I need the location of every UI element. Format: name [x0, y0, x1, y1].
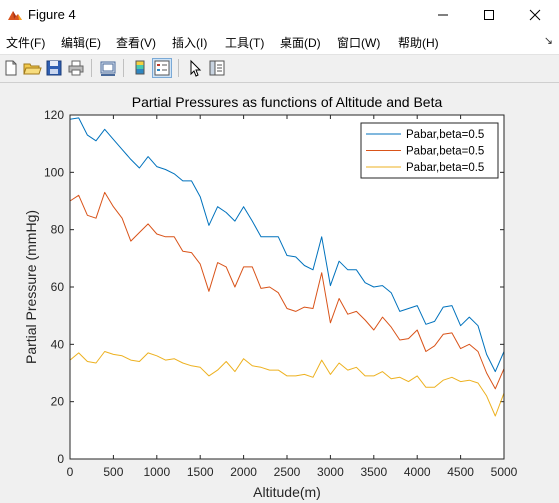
maximize-icon	[484, 10, 494, 20]
axes-box	[69, 114, 505, 460]
x-tick-label: 3000	[317, 465, 344, 479]
edit-plot-button[interactable]	[185, 58, 205, 78]
insert-legend-button[interactable]	[152, 58, 172, 78]
colorbar-icon	[135, 60, 145, 75]
x-tick-label: 1000	[143, 465, 170, 479]
menu-view[interactable]: 查看(V)	[116, 36, 156, 50]
figure-canvas: 0 500 1000 1500 2000 2500 3000 3500 4000 4500 5000…	[0, 83, 559, 503]
minimize-icon	[438, 14, 448, 16]
new-figure-icon	[5, 60, 17, 76]
print-preview-icon	[100, 61, 116, 76]
save-disk-icon	[46, 60, 62, 76]
matlab-figure-icon	[7, 7, 23, 23]
legend[interactable]: Pabar,beta=0.5 Pabar,beta=0.5 Pabar,beta=0…	[360, 122, 499, 179]
legend-entry-label: Pabar,beta=0.5	[406, 162, 484, 174]
open-file-button[interactable]	[22, 58, 42, 78]
print-button[interactable]	[66, 58, 86, 78]
series-line-3	[69, 351, 505, 417]
series-line-1	[69, 117, 505, 373]
x-tick-label: 3500	[360, 465, 387, 479]
chart-title: Partial Pressures as functions of Altitu…	[132, 94, 443, 110]
toolbar-separator	[123, 59, 124, 77]
y-tick-label: 80	[51, 223, 65, 237]
toolbar-separator	[91, 59, 92, 77]
property-inspector-icon	[209, 60, 225, 76]
y-tick-label: 40	[51, 337, 65, 351]
maximize-button[interactable]	[466, 0, 512, 30]
x-tick-label: 4000	[404, 465, 431, 479]
y-tick-label: 0	[57, 452, 64, 466]
legend-entry-label: Pabar,beta=0.5	[406, 146, 484, 158]
toolbar-separator	[178, 59, 179, 77]
window-title: Figure 4	[28, 7, 76, 22]
printer-icon	[68, 60, 84, 76]
x-tick-label: 4500	[447, 465, 474, 479]
x-tick-label: 500	[103, 465, 123, 479]
menu-bar: 文件(F) 编辑(E) 查看(V) 插入(I) 工具(T) 桌面(D) 窗口(W…	[0, 30, 559, 55]
x-tick-label: 2000	[230, 465, 257, 479]
x-tick-label: 1500	[187, 465, 214, 479]
insert-colorbar-button[interactable]	[130, 58, 150, 78]
x-tick-label: 0	[67, 465, 74, 479]
menu-edit[interactable]: 编辑(E)	[61, 36, 101, 50]
legend-entry-label: Pabar,beta=0.5	[406, 129, 484, 141]
y-tick-label: 120	[44, 108, 64, 122]
menu-tools[interactable]: 工具(T)	[225, 36, 265, 50]
print-preview-button[interactable]	[98, 58, 118, 78]
x-axis-label: Altitude(m)	[253, 484, 321, 500]
y-tick-label: 100	[44, 165, 64, 179]
menu-file[interactable]: 文件(F)	[6, 36, 46, 50]
new-figure-button[interactable]	[1, 58, 21, 78]
pointer-arrow-icon	[190, 59, 202, 77]
y-tick-label: 60	[51, 280, 65, 294]
legend-icon	[154, 60, 170, 76]
minimize-button[interactable]	[420, 0, 466, 30]
y-axis-label: Partial Pressure (mmHg)	[23, 210, 39, 364]
menu-window[interactable]: 窗口(W)	[337, 36, 381, 50]
menu-help[interactable]: 帮助(H)	[398, 36, 439, 50]
y-tick-label: 20	[51, 395, 65, 409]
menu-insert[interactable]: 插入(I)	[172, 36, 208, 50]
menu-desktop[interactable]: 桌面(D)	[280, 36, 321, 50]
folder-open-icon	[23, 63, 42, 75]
line-chart: 0 500 1000 1500 2000 2500 3000 3500 4000 4500 5000…	[23, 94, 518, 500]
close-button[interactable]	[512, 0, 558, 30]
x-tick-label: 2500	[274, 465, 301, 479]
title-bar: Figure 4	[0, 0, 559, 30]
menu-overflow-icon[interactable]: ↘	[543, 35, 553, 47]
x-tick-label: 5000	[491, 465, 518, 479]
toolbar	[0, 55, 559, 83]
save-button[interactable]	[44, 58, 64, 78]
series-line-2	[69, 191, 505, 390]
property-inspector-button[interactable]	[207, 58, 227, 78]
close-icon	[529, 9, 541, 21]
